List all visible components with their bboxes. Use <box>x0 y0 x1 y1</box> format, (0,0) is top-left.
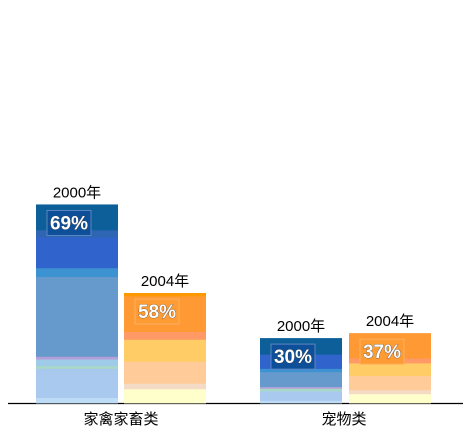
bar-segment <box>260 391 342 402</box>
percent-label-box <box>270 343 316 370</box>
category-label: 宠物类 <box>321 410 366 428</box>
bar-segment <box>124 389 206 404</box>
bar-segment <box>349 390 431 395</box>
bar-segment <box>36 366 118 370</box>
year-label: 2004年 <box>366 313 414 330</box>
bar-segment <box>124 293 206 297</box>
bar-segment <box>260 400 342 404</box>
bar-segment <box>124 361 206 385</box>
bar-segment <box>260 368 342 373</box>
bar-segment <box>36 356 118 360</box>
category-label: 家禽家畜类 <box>83 410 158 428</box>
bar-segment <box>349 394 431 404</box>
bar-segment <box>36 277 118 358</box>
bar-segment <box>349 363 431 377</box>
percent-label: 37% <box>363 342 401 363</box>
bar-segment <box>36 398 118 404</box>
percent-label-box <box>359 338 405 365</box>
bar-segment <box>124 383 206 390</box>
percent-label: 58% <box>138 302 176 323</box>
bar-segment <box>36 237 118 269</box>
percent-label-box <box>46 209 92 236</box>
bar-segment <box>124 332 206 341</box>
bar-segment <box>36 375 118 399</box>
bar-segment <box>36 268 118 278</box>
percent-label-box <box>134 298 180 325</box>
percent-label: 30% <box>274 347 312 368</box>
percent-label: 69% <box>50 213 88 234</box>
bar-segment <box>349 376 431 391</box>
bar-segment <box>124 339 206 363</box>
year-label: 2000年 <box>277 318 325 335</box>
year-label: 2000年 <box>53 184 101 201</box>
bar-segment <box>36 368 118 376</box>
year-label: 2004年 <box>141 273 189 290</box>
bar-segment <box>260 372 342 388</box>
bar-segment <box>36 359 118 367</box>
bar-segment <box>260 387 342 390</box>
bar-segment <box>260 388 342 392</box>
